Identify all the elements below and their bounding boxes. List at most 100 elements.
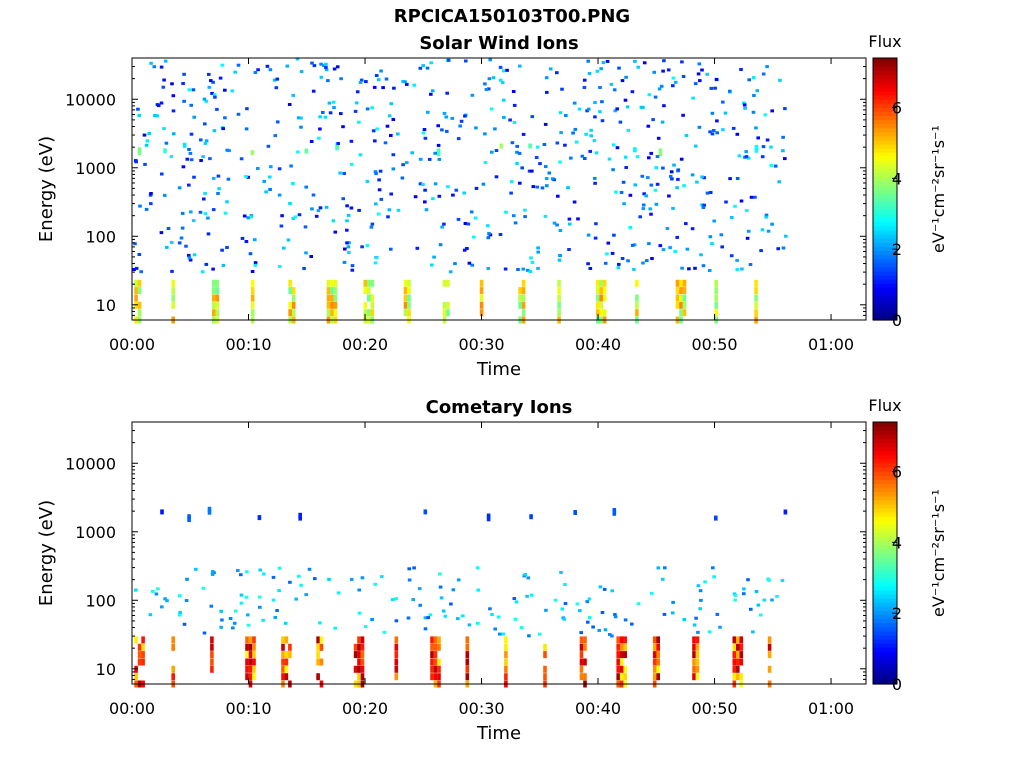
heatmap-cell (284, 658, 289, 666)
colorbar-step (873, 479, 897, 484)
heatmap-cell (202, 97, 207, 101)
heatmap-cell (324, 205, 329, 209)
heatmap-cell (253, 71, 258, 74)
heatmap-cell (376, 78, 381, 82)
heatmap-cell (203, 212, 208, 216)
colorbar-step (873, 593, 897, 599)
heatmap-cell (134, 160, 138, 164)
heatmap-cell (220, 248, 224, 252)
heatmap-cell (184, 599, 189, 602)
heatmap-cell (281, 643, 285, 651)
heatmap-cell (184, 244, 188, 248)
colorbar-step (873, 303, 897, 309)
colorbar-step (873, 152, 897, 157)
heatmap-cell (262, 572, 266, 576)
heatmap-cell (588, 149, 592, 153)
heatmap-cell (754, 287, 758, 295)
heatmap-cell (335, 65, 340, 69)
heatmap-cell (548, 67, 553, 71)
heatmap-cell (742, 101, 746, 105)
heatmap-cell (181, 82, 185, 85)
colorbar-step (873, 614, 897, 620)
heatmap-cell (710, 132, 715, 136)
heatmap-cell (781, 246, 786, 250)
heatmap-cell (597, 628, 601, 632)
y-tick-label: 1000 (75, 523, 116, 542)
heatmap-cell (696, 72, 701, 76)
heatmap-cell (433, 665, 438, 673)
heatmap-cell (558, 254, 562, 258)
heatmap-cell (504, 673, 508, 681)
heatmap-cell (661, 166, 665, 170)
heatmap-cell (312, 64, 317, 68)
heatmap-cell (594, 151, 599, 155)
heatmap-cell (765, 65, 769, 69)
heatmap-cell (660, 120, 665, 124)
heatmap-cell (518, 294, 522, 302)
heatmap-cell (509, 180, 514, 184)
heatmap-cell (612, 233, 616, 237)
heatmap-cell (163, 148, 167, 154)
heatmap-cell (658, 148, 663, 154)
colorbar-step (873, 135, 897, 141)
heatmap-cell (165, 599, 169, 603)
heatmap-cell (648, 207, 652, 211)
heatmap-cell (682, 301, 687, 309)
colorbar-frame (872, 57, 898, 321)
heatmap-cell (381, 86, 385, 90)
heatmap-cell (599, 279, 603, 287)
heatmap-cell (580, 154, 585, 158)
heatmap-cell (556, 194, 560, 198)
heatmap-cell (137, 279, 142, 287)
heatmap-cell (245, 643, 249, 651)
heatmap-cell (649, 212, 653, 216)
heatmap-cell (593, 101, 597, 104)
heatmap-cell (599, 287, 603, 295)
heatmap-cell (357, 665, 361, 673)
colorbar-step (873, 512, 897, 517)
heatmap-cell (600, 100, 604, 104)
heatmap-cell (515, 161, 519, 165)
heatmap-cell (291, 93, 296, 97)
heatmap-cell (272, 78, 277, 82)
heatmap-cell (619, 191, 624, 194)
colorbar-step (873, 540, 897, 546)
heatmap-cell (759, 613, 763, 617)
heatmap-cell (211, 267, 215, 271)
heatmap-cell (680, 60, 684, 64)
heatmap-cell (296, 150, 300, 154)
heatmap-cell (504, 210, 508, 214)
heatmap-cell (324, 68, 329, 72)
heatmap-cell (421, 131, 426, 135)
heatmap-cell (250, 279, 255, 287)
heatmap-cell (438, 243, 443, 247)
colorbar-step (873, 634, 897, 640)
heatmap-cell (595, 309, 600, 317)
heatmap-cell (407, 279, 411, 287)
colorbar-step (873, 467, 897, 472)
heatmap-cell (304, 148, 309, 154)
heatmap-cell (403, 309, 408, 317)
heatmap-cell (318, 115, 322, 119)
heatmap-cell (204, 99, 208, 103)
heatmap-cell (446, 279, 450, 287)
heatmap-cell (171, 636, 175, 644)
heatmap-cell (266, 144, 271, 148)
heatmap-cell (647, 156, 651, 160)
heatmap-cell (350, 268, 355, 272)
heatmap-cell (413, 195, 418, 199)
heatmap-cell (628, 225, 633, 229)
heatmap-cell (430, 643, 434, 651)
heatmap-cell (464, 59, 468, 63)
y-axis-label: Energy (eV) (36, 500, 57, 606)
heatmap-cell (418, 182, 423, 186)
heatmap-cell (505, 68, 509, 72)
heatmap-cell (534, 156, 539, 159)
heatmap-cell (425, 66, 430, 70)
heatmap-cell (333, 309, 338, 317)
heatmap-cell (735, 268, 739, 271)
heatmap-cell (437, 194, 442, 198)
heatmap-cell (476, 621, 480, 625)
heatmap-cell (248, 665, 253, 673)
heatmap-cell (281, 673, 285, 681)
